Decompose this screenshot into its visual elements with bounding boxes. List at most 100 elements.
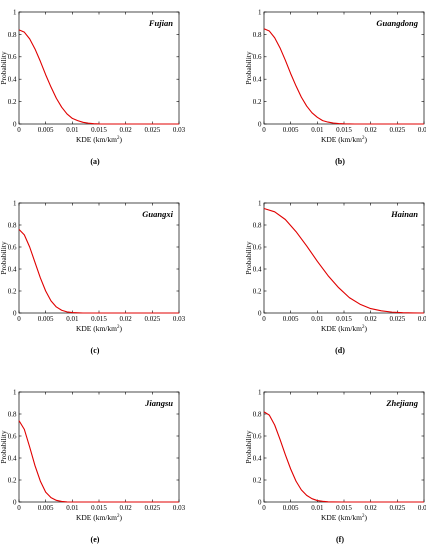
- y-tick-label: 1: [258, 199, 262, 207]
- panel-caption: (d): [335, 346, 345, 355]
- chart-panel-1: 0 0.005 0.01 0.015 0.02 0.025 0.03 0 0.2 0.4 0.6 0.…: [0, 8, 186, 166]
- x-tick-label: 0.02: [365, 126, 378, 134]
- chart-panel-2: 0 0.005 0.01 0.015 0.02 0.025 0.03 0 0.2 0.4 0.6 0.…: [244, 8, 426, 166]
- x-tick-label: 0.015: [336, 315, 352, 323]
- y-tick-label: 0: [13, 120, 17, 128]
- y-tick-label: 0: [258, 309, 262, 317]
- panel-caption: (b): [335, 157, 345, 166]
- region-label: Fujian: [148, 18, 173, 28]
- series-line-1: [263, 207, 425, 314]
- y-tick-label: 0.6: [8, 243, 17, 251]
- x-tick-label: 0.015: [336, 504, 352, 512]
- x-tick-label: 0: [17, 504, 21, 512]
- x-tick-label: 0.03: [173, 315, 186, 323]
- region-label: Hainan: [390, 209, 418, 219]
- y-tick-label: 0.2: [8, 287, 17, 295]
- x-tick-label: 0.01: [66, 504, 79, 512]
- series-line-1: [18, 29, 179, 125]
- x-tick-label: 0.01: [311, 504, 324, 512]
- region-label: Zhejiang: [385, 398, 418, 408]
- x-tick-label: 0.025: [144, 126, 160, 134]
- x-axis-label: KDE (km/km2): [321, 513, 368, 522]
- y-tick-label: 0.4: [8, 265, 17, 273]
- y-tick-label: 0.6: [253, 243, 262, 251]
- x-tick-label: 0.03: [418, 126, 426, 134]
- x-tick-label: 0: [262, 504, 266, 512]
- y-tick-label: 1: [258, 8, 262, 16]
- x-tick-label: 0.02: [120, 504, 133, 512]
- y-tick-label: 0.6: [8, 432, 17, 440]
- x-tick-label: 0.01: [66, 126, 79, 134]
- y-tick-label: 0.4: [253, 454, 262, 462]
- y-tick-label: 0.8: [253, 31, 262, 39]
- y-axis-label: Probability: [244, 241, 253, 275]
- y-tick-label: 0.2: [253, 476, 262, 484]
- y-tick-label: 0.6: [8, 53, 17, 61]
- y-tick-label: 1: [13, 8, 17, 16]
- y-tick-label: 0.8: [8, 410, 17, 418]
- y-tick-label: 0.4: [253, 76, 262, 84]
- y-tick-label: 0.4: [253, 265, 262, 273]
- x-tick-label: 0.005: [283, 504, 299, 512]
- x-tick-label: 0.01: [66, 315, 79, 323]
- y-axis-label: Probability: [0, 241, 8, 275]
- x-axis-label: KDE (km/km2): [321, 324, 368, 333]
- x-tick-label: 0.03: [418, 315, 426, 323]
- y-axis-label: Probability: [0, 51, 8, 85]
- plot-frame: [263, 391, 425, 503]
- x-tick-label: 0.025: [144, 504, 160, 512]
- chart-panel-6: 0 0.005 0.01 0.015 0.02 0.025 0.03 0 0.2 0.4 0.6 0.…: [244, 388, 426, 544]
- x-tick-label: 0.02: [120, 315, 133, 323]
- y-tick-label: 1: [13, 199, 17, 207]
- plot-frame: [263, 202, 425, 314]
- series-line-1: [18, 229, 179, 314]
- chart-panel-3: 0 0.005 0.01 0.015 0.02 0.025 0.03 0 0.2 0.4 0.6 0.…: [0, 199, 186, 355]
- x-tick-label: 0: [262, 315, 266, 323]
- x-tick-label: 0: [262, 126, 266, 134]
- x-axis-label: KDE (km/km2): [76, 324, 123, 333]
- x-tick-label: 0.025: [389, 504, 405, 512]
- x-tick-label: 0.02: [365, 315, 378, 323]
- x-tick-label: 0: [17, 315, 21, 323]
- x-tick-label: 0.025: [389, 126, 405, 134]
- x-tick-label: 0.015: [336, 126, 352, 134]
- panel-caption: (a): [90, 157, 100, 166]
- x-tick-label: 0.005: [283, 126, 299, 134]
- x-tick-label: 0.005: [38, 126, 54, 134]
- y-tick-label: 0.2: [253, 287, 262, 295]
- panel-caption: (c): [91, 346, 100, 355]
- series-line-1: [263, 411, 424, 503]
- y-tick-label: 0.2: [8, 476, 17, 484]
- x-tick-label: 0: [17, 126, 21, 134]
- y-axis-label: Probability: [244, 51, 253, 85]
- x-axis-label: KDE (km/km2): [321, 135, 368, 144]
- panel-caption: (e): [91, 535, 100, 544]
- y-tick-label: 0.2: [253, 98, 262, 106]
- y-tick-label: 0.8: [8, 221, 17, 229]
- x-tick-label: 0.03: [173, 504, 186, 512]
- x-tick-label: 0.01: [311, 315, 324, 323]
- y-tick-label: 0: [13, 309, 17, 317]
- x-tick-label: 0.015: [91, 315, 107, 323]
- x-tick-label: 0.02: [365, 504, 378, 512]
- chart-panel-5: 0 0.005 0.01 0.015 0.02 0.025 0.03 0 0.2 0.4 0.6 0.…: [0, 388, 186, 544]
- region-label: Jiangsu: [144, 398, 173, 408]
- x-axis-label: KDE (km/km2): [76, 513, 123, 522]
- y-tick-label: 0.6: [253, 432, 262, 440]
- y-axis-label: Probability: [244, 430, 253, 464]
- x-tick-label: 0.015: [91, 504, 107, 512]
- y-tick-label: 0.8: [253, 410, 262, 418]
- plot-frame: [18, 202, 180, 314]
- x-tick-label: 0.015: [91, 126, 107, 134]
- y-axis-label: Probability: [0, 430, 8, 464]
- x-axis-label: KDE (km/km2): [76, 135, 123, 144]
- region-label: Guangdong: [376, 18, 418, 28]
- x-tick-label: 0.025: [144, 315, 160, 323]
- y-tick-label: 0: [258, 498, 262, 506]
- chart-panel-4: 0 0.005 0.01 0.015 0.02 0.025 0.03 0 0.2 0.4 0.6 0.…: [244, 199, 426, 355]
- region-label: Guangxi: [142, 209, 173, 219]
- x-tick-label: 0.01: [311, 126, 324, 134]
- x-tick-label: 0.03: [173, 126, 186, 134]
- series-line-1: [18, 420, 179, 503]
